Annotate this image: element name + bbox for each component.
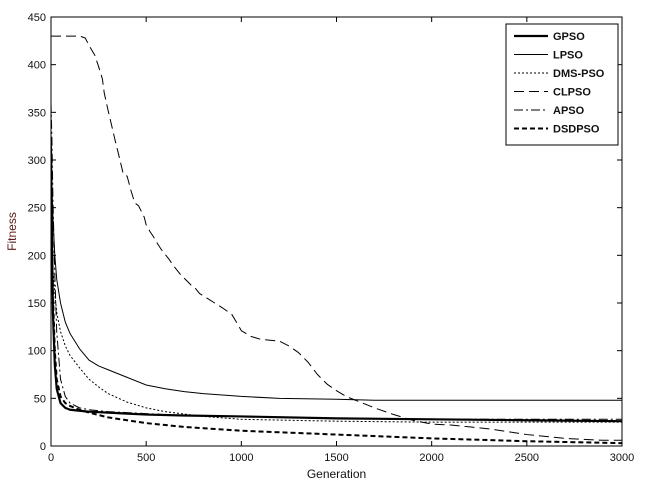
legend-label-apso: APSO — [553, 105, 585, 117]
series-line-clpso — [51, 35, 622, 441]
x-tick-label: 1500 — [324, 452, 348, 464]
x-tick-label: 500 — [137, 452, 155, 464]
legend-label-lpso: LPSO — [553, 50, 583, 62]
series-line-lpso — [51, 159, 622, 401]
x-tick-label: 0 — [48, 452, 54, 464]
y-tick-label: 200 — [28, 250, 46, 262]
series-layer — [51, 35, 622, 445]
legend-label-dms-pso: DMS-PSO — [553, 68, 605, 80]
legend: GPSO LPSO DMS-PSO CLPSO APSO DSDPSO — [505, 23, 619, 146]
series-line-apso — [51, 102, 622, 420]
y-tick-label: 150 — [28, 298, 46, 310]
y-tick-label: 100 — [28, 346, 46, 358]
legend-box — [505, 23, 619, 146]
y-tick-label: 450 — [28, 12, 46, 24]
y-tick-label: 300 — [28, 155, 46, 167]
y-axis-label: Fitness — [5, 212, 19, 251]
legend-label-clpso: CLPSO — [553, 87, 591, 99]
series-line-dms-pso — [51, 236, 622, 423]
legend-label-dsdpso: DSDPSO — [553, 124, 600, 136]
y-tick-label: 400 — [28, 60, 46, 72]
y-tick-label: 0 — [40, 441, 46, 453]
y-tick-label: 50 — [34, 393, 46, 405]
x-tick-label: 1000 — [229, 452, 253, 464]
x-tick-label: 2500 — [515, 452, 539, 464]
y-tick-label: 350 — [28, 107, 46, 119]
tick-layer: 0 500 1000 1500 2000 2500 3000 0 50 100 150 200 250 3… — [28, 12, 635, 464]
x-tick-label: 3000 — [610, 452, 634, 464]
y-tick-label: 250 — [28, 203, 46, 215]
x-axis-label: Generation — [307, 467, 366, 481]
x-tick-label: 2000 — [419, 452, 443, 464]
legend-label-gpso: GPSO — [553, 31, 585, 43]
